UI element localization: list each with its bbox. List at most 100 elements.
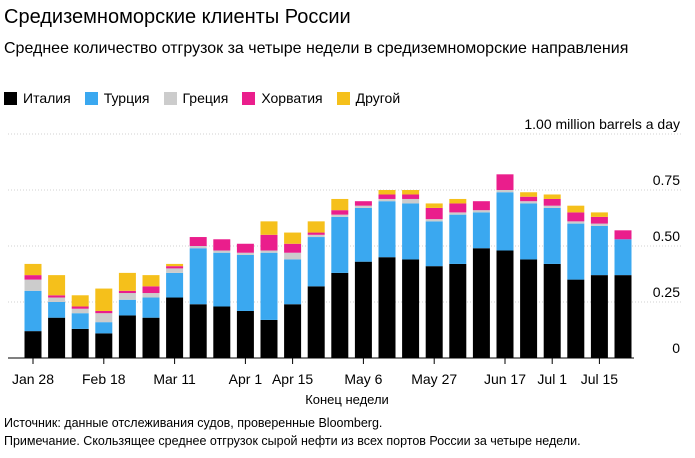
bar-segment [260,319,278,358]
bar-segment [284,252,302,260]
bar-segment [260,234,278,251]
bar-segment [567,221,585,224]
legend-swatch-other [336,91,350,105]
bar-segment [24,263,42,276]
bar-segment [425,221,443,267]
bar-segment [71,308,89,314]
bar-segment [284,243,302,253]
bar-segment [48,297,66,302]
bar-segment [236,254,254,311]
x-tick-label: Mar 11 [153,371,196,387]
legend-item-turkey: Турция [84,90,150,106]
legend-label-croatia: Хорватия [261,90,323,106]
y-tick-label: 0.50 [653,228,680,244]
x-tick-label: May 27 [411,371,457,387]
bar-segment [213,239,231,251]
bar-segment [590,275,608,358]
x-tick-label: Feb 18 [82,371,126,387]
bar-segment [213,252,231,307]
bar-segment [307,286,325,358]
chart-title: Средиземноморские клиенты России [4,6,351,28]
bar-segment [95,288,113,311]
bar-segment [118,290,136,294]
bar-segment [284,259,302,305]
bar-segment [189,246,207,249]
bar-segment [543,194,561,199]
bar-segment [354,201,372,206]
bar-segment [48,302,66,318]
bar-segment [189,248,207,305]
bar-segment [543,263,561,358]
bar-segment [118,293,136,300]
bar-segment [543,198,561,206]
legend: Италия Турция Греция Хорватия Другой [4,90,400,106]
bar-segment [543,207,561,264]
bar-segment [166,272,184,298]
bar-segment [590,223,608,226]
y-tick-label: 0 [672,340,680,356]
bar-segment [236,243,254,253]
bar-segment [543,205,561,208]
y-tick-label: 1.00 million barrels a day [524,116,680,132]
bar-segment [614,275,632,358]
bar-segment [402,198,420,204]
legend-swatch-italy [4,91,17,105]
bar-segment [189,304,207,358]
bar-segment [378,201,396,258]
bar-segment [236,310,254,358]
bar-segment [307,237,325,287]
bar-segment [520,201,538,204]
bar-segment [260,250,278,253]
bar-segment [307,232,325,235]
bar-segment [95,310,113,314]
bar-segment [48,295,66,298]
x-tick-label: Apr 15 [272,371,313,387]
bar-segment [118,299,136,316]
legend-item-greece: Греция [163,90,229,106]
bar-segment [213,250,231,253]
bar-segment [425,219,443,222]
legend-label-other: Другой [355,90,401,106]
bar-segment [520,203,538,260]
legend-label-italy: Италия [23,90,71,106]
bar-segment [472,212,490,249]
bar-segment [48,275,66,296]
bar-segment [331,216,349,273]
bar-segment [24,279,42,291]
bar-segment [354,205,372,208]
method-note: Примечание. Скользящее среднее отгрузок … [4,434,581,448]
bar-segment [354,207,372,262]
bar-segment [166,268,184,273]
bar-segment [331,198,349,211]
bar-segment [142,286,160,294]
bar-segment [166,266,184,269]
bar-segment [378,257,396,358]
bar-segment [331,214,349,217]
y-tick-label: 0.25 [653,284,680,300]
bar-segment [24,275,42,280]
bar-segment [213,306,231,358]
bar-segment [48,317,66,358]
bar-segment [425,207,443,220]
bar-segment [354,261,372,358]
bar-segment [590,216,608,224]
bar-segment [260,252,278,320]
bar-segment [520,259,538,358]
bar-segment [284,304,302,358]
bar-segment [496,192,514,251]
bar-segment [71,313,89,329]
bar-segment [24,290,42,332]
bar-segment [378,190,396,195]
bar-segment [520,196,538,202]
legend-label-greece: Греция [182,90,229,106]
chart-subtitle: Среднее количество отгрузок за четыре не… [4,40,629,57]
x-axis-label: Конец недели [305,392,389,407]
legend-swatch-croatia [242,91,256,105]
bar-segment [449,198,467,204]
bar-segment [166,297,184,358]
bar-segment [331,210,349,215]
y-tick-label: 0.75 [653,172,680,188]
bar-segment [472,248,490,358]
bar-segment [95,322,113,334]
bar-segment [472,201,490,211]
